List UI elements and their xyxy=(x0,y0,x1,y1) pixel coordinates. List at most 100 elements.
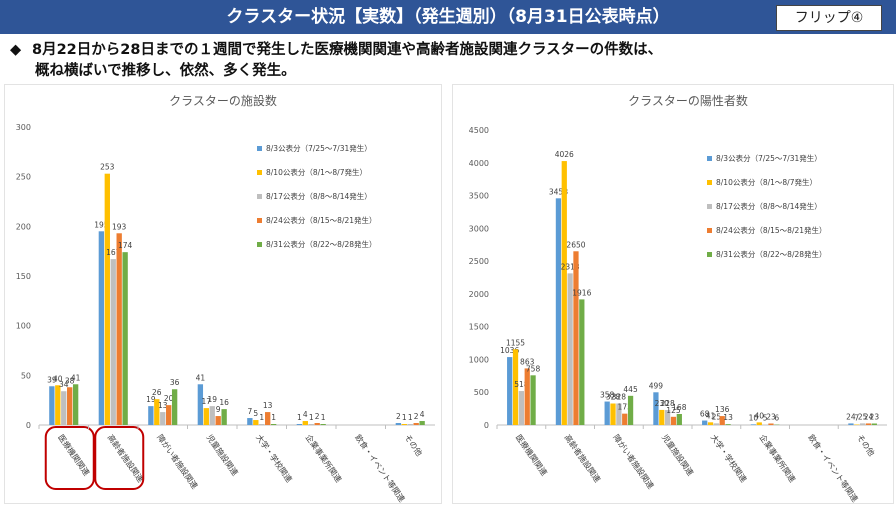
diamond-bullet-icon: ◆ xyxy=(10,40,32,61)
category-label: 障がい者施設関連 xyxy=(611,432,656,490)
y-tick-label: 3500 xyxy=(469,192,489,201)
data-label: 4026 xyxy=(555,150,574,159)
data-label: 19 xyxy=(207,395,217,404)
bar xyxy=(677,414,682,425)
data-label: 193 xyxy=(112,222,127,231)
data-label: 499 xyxy=(649,381,664,390)
bar xyxy=(315,423,320,425)
bar xyxy=(105,174,110,425)
bar xyxy=(216,416,221,425)
bar xyxy=(67,387,72,425)
y-tick-label: 0 xyxy=(484,421,489,430)
flip-badge: フリップ④ xyxy=(776,5,882,31)
data-label: 23 xyxy=(870,412,880,421)
y-tick-label: 1000 xyxy=(469,355,489,364)
y-tick-label: 4500 xyxy=(469,126,489,135)
header-bar: クラスター状況【実数】（発生週別）（8月31日公表時点） フリップ④ xyxy=(0,0,896,34)
category-label: 大学・学校関連 xyxy=(709,432,749,484)
bar xyxy=(73,384,78,425)
bar xyxy=(653,392,658,425)
bar xyxy=(297,424,302,425)
legend-swatch xyxy=(257,170,262,175)
legend-label: 8/3公表分（7/25〜7/31発生） xyxy=(266,143,372,153)
y-tick-label: 50 xyxy=(21,371,31,380)
y-tick-label: 250 xyxy=(16,173,31,182)
bar xyxy=(414,423,419,425)
bar xyxy=(117,233,122,425)
legend-swatch xyxy=(257,194,262,199)
bar xyxy=(309,424,314,425)
category-label: 高齢者施設関連 xyxy=(106,432,146,484)
summary-line-1: 8月22日から28日までの１週間で発生した医療機関関連や高齢者施設関連クラスター… xyxy=(32,42,662,58)
bar xyxy=(122,252,127,425)
legend-label: 8/31公表分（8/22〜8/28発生） xyxy=(266,239,377,249)
y-tick-label: 2500 xyxy=(469,257,489,266)
data-label: 168 xyxy=(672,403,687,412)
legend-label: 8/24公表分（8/15〜8/21発生） xyxy=(716,225,827,235)
bar xyxy=(530,375,535,425)
bar xyxy=(172,389,177,425)
bar xyxy=(49,386,54,425)
data-label: 1 xyxy=(321,413,326,422)
data-label: 2 xyxy=(414,412,419,421)
data-label: 1 xyxy=(271,413,276,422)
bar xyxy=(605,402,610,425)
legend-label: 8/17公表分（8/8〜8/14発生） xyxy=(266,191,372,201)
legend-swatch xyxy=(707,204,712,209)
bar xyxy=(247,418,252,425)
bar xyxy=(303,421,308,425)
category-label: 児童施設関連 xyxy=(205,432,241,477)
category-label: その他 xyxy=(403,432,425,457)
bar xyxy=(111,259,116,425)
bar xyxy=(210,406,215,425)
legend-label: 8/3公表分（7/25〜7/31発生） xyxy=(716,153,822,163)
bar xyxy=(253,420,258,425)
data-label: 2 xyxy=(315,412,320,421)
category-label: 企業事業所関連 xyxy=(757,432,797,484)
bar xyxy=(562,161,567,425)
page-title: クラスター状況【実数】（発生週別）（8月31日公表時点） xyxy=(226,7,669,27)
legend-swatch xyxy=(257,218,262,223)
bar xyxy=(99,231,104,425)
category-label: 飲食・イベント等関連 xyxy=(353,432,407,503)
y-tick-label: 1500 xyxy=(469,323,489,332)
data-label: 1 xyxy=(259,413,264,422)
bar xyxy=(221,409,226,425)
bar xyxy=(714,423,719,425)
bar xyxy=(628,396,633,425)
bar xyxy=(757,422,762,425)
bar xyxy=(61,391,66,425)
data-label: 1 xyxy=(408,413,413,422)
y-tick-label: 0 xyxy=(26,421,31,430)
legend-swatch xyxy=(257,146,262,151)
category-label: その他 xyxy=(855,432,877,457)
summary-text: ◆8月22日から28日までの１週間で発生した医療機関関連や高齢者施設関連クラスタ… xyxy=(10,40,880,82)
chart-title: クラスターの施設数 xyxy=(169,93,277,108)
positives-chart: クラスターの陽性者数050010001500200025003000350040… xyxy=(453,85,893,503)
y-tick-label: 500 xyxy=(474,388,489,397)
data-label: 4 xyxy=(303,410,308,419)
category-label: 医療機関関連 xyxy=(56,432,92,477)
y-tick-label: 2000 xyxy=(469,290,489,299)
bar xyxy=(419,421,424,425)
data-label: 253 xyxy=(100,163,115,172)
category-label: 児童施設関連 xyxy=(660,432,696,477)
bar xyxy=(768,423,773,425)
data-label: 2650 xyxy=(566,240,585,249)
bar xyxy=(519,391,524,425)
summary-line-2: 概ね横ばいで推移し、依然、多く発生。 xyxy=(10,61,880,82)
data-label: 6 xyxy=(774,414,779,423)
bar xyxy=(166,405,171,425)
bar xyxy=(55,385,60,425)
bar xyxy=(148,406,153,425)
bar xyxy=(396,423,401,425)
data-label: 445 xyxy=(623,385,638,394)
data-label: 13 xyxy=(263,401,273,410)
bar xyxy=(579,299,584,425)
data-label: 16 xyxy=(219,398,229,407)
data-label: 5 xyxy=(253,409,258,418)
bar xyxy=(556,198,561,425)
y-tick-label: 300 xyxy=(16,123,31,132)
